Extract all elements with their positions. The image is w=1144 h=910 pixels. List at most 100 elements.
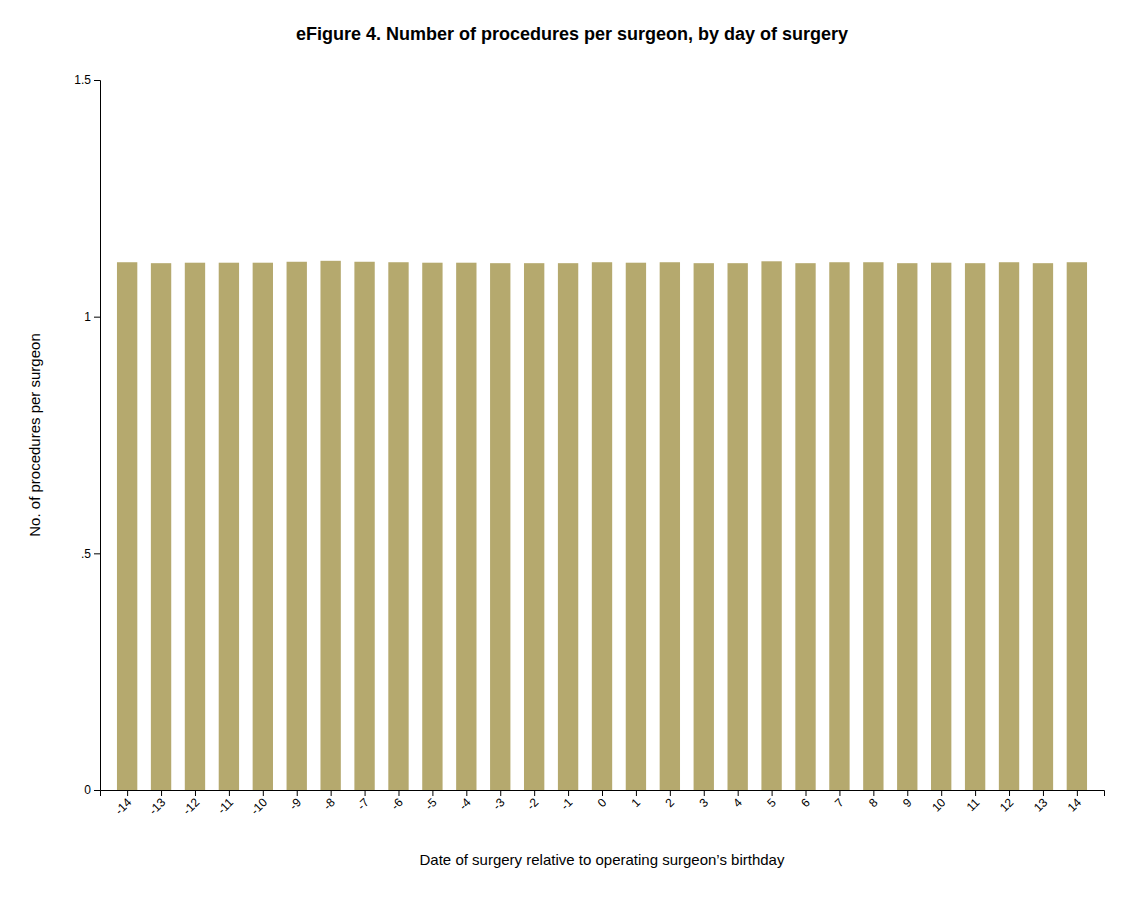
- x-tick: 10: [929, 790, 949, 815]
- x-tick-label: -1: [558, 795, 576, 813]
- y-axis: 0.511.5: [74, 73, 100, 797]
- x-tick: -14: [112, 790, 134, 818]
- x-tick-label: -14: [112, 795, 134, 817]
- x-tick: 8: [866, 790, 881, 810]
- x-tick: -5: [422, 790, 440, 813]
- bar: [931, 263, 951, 790]
- x-tick-mark: [941, 790, 942, 796]
- x-tick: 0: [595, 790, 610, 810]
- x-tick-mark: [1009, 790, 1010, 796]
- x-tick-label: 7: [832, 795, 847, 810]
- x-tick-mark: [839, 790, 840, 796]
- bar: [558, 263, 578, 790]
- y-tick: .5: [81, 547, 100, 561]
- x-tick-label: -11: [215, 795, 237, 817]
- x-tick: -9: [287, 790, 305, 813]
- x-axis: -14-13-12-11-10-9-8-7-6-5-4-3-2-10123456…: [101, 790, 1105, 818]
- bar: [354, 262, 374, 790]
- x-tick: -11: [215, 790, 237, 817]
- x-tick-label: 11: [964, 795, 983, 814]
- bar: [999, 262, 1019, 790]
- y-tick-mark: [94, 790, 100, 791]
- bar: [456, 263, 476, 790]
- x-tick: 7: [832, 790, 847, 810]
- bar: [1033, 263, 1053, 790]
- x-tick: 2: [662, 790, 677, 810]
- x-axis-title: Date of surgery relative to operating su…: [420, 851, 785, 868]
- bar: [728, 263, 748, 790]
- x-tick: 5: [764, 790, 779, 810]
- x-tick-mark: [1077, 790, 1078, 796]
- x-tick-mark: [432, 790, 433, 796]
- y-tick-mark: [94, 80, 100, 81]
- x-tick-mark: [263, 790, 264, 796]
- x-tick-label: -8: [320, 795, 338, 813]
- x-tick-mark: [195, 790, 196, 796]
- x-tick-label: -3: [490, 795, 508, 813]
- x-tick: 13: [1031, 790, 1051, 815]
- bar: [117, 262, 137, 790]
- x-tick: 9: [900, 790, 915, 810]
- y-tick-mark: [94, 553, 100, 554]
- y-tick-label: 0: [84, 783, 91, 797]
- bar: [219, 263, 239, 790]
- x-tick-mark: [331, 790, 332, 796]
- x-tick-label: 1: [629, 795, 644, 810]
- x-tick-mark: [636, 790, 637, 796]
- x-tick: -4: [456, 790, 474, 813]
- x-tick: -6: [388, 790, 406, 813]
- x-tick-label: 3: [696, 795, 711, 810]
- y-tick-mark: [94, 317, 100, 318]
- x-tick: -8: [320, 790, 338, 813]
- bar: [660, 262, 680, 790]
- x-tick: 11: [964, 790, 983, 814]
- x-tick-mark: [534, 790, 535, 796]
- x-tick-mark: [568, 790, 569, 796]
- x-tick: 14: [1065, 790, 1085, 815]
- plot: -14-13-12-11-10-9-8-7-6-5-4-3-2-10123456…: [26, 73, 1105, 868]
- x-tick-mark: [670, 790, 671, 796]
- bar: [761, 261, 781, 790]
- x-tick: 1: [629, 790, 644, 810]
- x-tick-label: 13: [1031, 795, 1051, 815]
- x-tick: 6: [798, 790, 813, 810]
- bar: [320, 261, 340, 790]
- x-tick-label: 10: [929, 795, 949, 815]
- y-tick-label: .5: [81, 547, 91, 561]
- x-tick-mark: [975, 790, 976, 796]
- bar: [863, 262, 883, 790]
- bar: [524, 263, 544, 790]
- x-tick-label: -10: [248, 795, 270, 817]
- x-tick-mark: [1043, 790, 1044, 796]
- bar: [897, 263, 917, 790]
- x-tick-label: -13: [146, 795, 168, 817]
- x-tick-label: -7: [354, 795, 372, 813]
- bar: [965, 263, 985, 790]
- x-tick-label: 4: [730, 795, 745, 810]
- title: eFigure 4. Number of procedures per surg…: [296, 24, 848, 44]
- bar: [287, 262, 307, 790]
- x-tick-label: -5: [422, 795, 440, 813]
- x-tick: -2: [524, 790, 542, 813]
- x-tick-mark: [466, 790, 467, 796]
- y-tick-label: 1.5: [74, 73, 91, 87]
- x-tick-label: -4: [456, 795, 474, 813]
- x-tick-mark: [500, 790, 501, 796]
- bar: [694, 263, 714, 790]
- bar: [1067, 262, 1087, 790]
- x-tick-mark: [806, 790, 807, 796]
- x-tick: -10: [248, 790, 270, 818]
- chart: -14-13-12-11-10-9-8-7-6-5-4-3-2-10123456…: [0, 0, 1144, 910]
- x-tick-mark: [398, 790, 399, 796]
- x-tick-mark: [127, 790, 128, 796]
- bar: [151, 263, 171, 790]
- bar: [388, 262, 408, 790]
- bar: [253, 263, 273, 790]
- x-tick-mark: [297, 790, 298, 796]
- x-tick-mark: [229, 790, 230, 796]
- bar: [185, 263, 205, 790]
- x-tick-mark: [704, 790, 705, 796]
- y-tick: 0: [84, 783, 100, 797]
- x-tick: 3: [696, 790, 711, 810]
- x-tick-label: -2: [524, 795, 542, 813]
